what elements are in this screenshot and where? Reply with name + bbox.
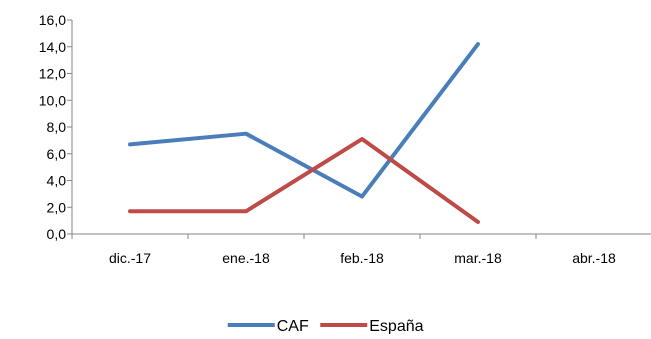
axes: 0,0 2,0 4,0 6,0 8,0 10,0 12,0 14,0 16,0 dic.-17 en… (39, 12, 651, 266)
y-tick-label: 14,0 (39, 39, 66, 55)
data-point (361, 196, 363, 198)
legend-label: CAF (277, 318, 309, 334)
y-tick-label: 16,0 (39, 12, 66, 28)
y-tick-label: 6,0 (47, 146, 67, 162)
x-tick-label: feb.-18 (340, 250, 384, 266)
data-point (477, 43, 479, 45)
data-point (129, 210, 131, 212)
series-line-0 (128, 42, 480, 199)
series-line-1 (128, 137, 480, 224)
data-point (245, 133, 247, 135)
y-tick-label: 2,0 (47, 199, 67, 215)
data-point (477, 221, 479, 223)
x-tick-label: ene.-18 (222, 250, 270, 266)
y-tick-label: 8,0 (47, 119, 67, 135)
y-tick-label: 4,0 (47, 173, 67, 189)
x-tick-label: dic.-17 (109, 250, 151, 266)
legend: CAF España (227, 318, 424, 335)
y-tick-label: 0,0 (47, 226, 67, 242)
x-tick-label: abr.-18 (572, 250, 616, 266)
y-tick-label: 10,0 (39, 92, 66, 108)
legend-label: España (369, 318, 423, 334)
data-point (361, 138, 363, 140)
data-point (129, 143, 131, 145)
data-point (245, 210, 247, 212)
x-tick-label: mar.-18 (454, 250, 502, 266)
series-lines (128, 42, 480, 224)
y-tick-label: 12,0 (39, 66, 66, 82)
